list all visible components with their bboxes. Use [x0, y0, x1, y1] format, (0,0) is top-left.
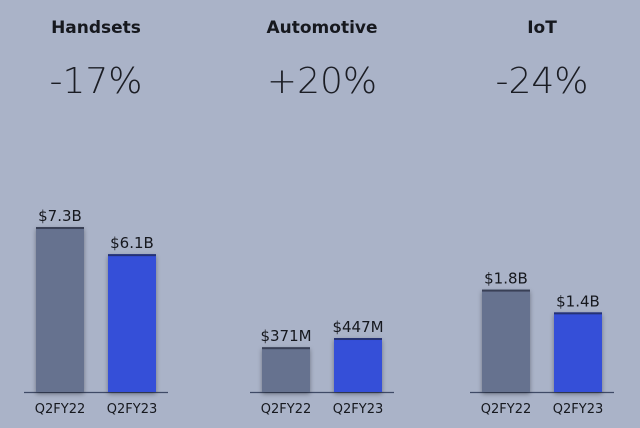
segment-title-handsets: Handsets	[51, 18, 141, 38]
bar-top-edge-iot-q2fy22	[482, 289, 530, 292]
bar-automotive-q2fy23	[334, 338, 382, 392]
bar-iot-q2fy23	[554, 312, 602, 392]
bar-top-edge-handsets-q2fy22	[36, 227, 84, 230]
value-label-iot-q2fy23: $1.4B	[556, 292, 600, 310]
category-label-automotive-q2fy23: Q2FY23	[333, 402, 383, 417]
value-label-handsets-q2fy23: $6.1B	[110, 234, 154, 252]
category-label-handsets-q2fy22: Q2FY22	[35, 402, 85, 417]
bar-handsets-q2fy23	[108, 254, 156, 392]
bar-top-edge-handsets-q2fy23	[108, 254, 156, 257]
bar-iot-q2fy22	[482, 289, 530, 392]
bar-handsets-q2fy22	[36, 227, 84, 392]
segment-change-automotive: +20%	[267, 61, 377, 102]
segment-change-handsets: -17%	[49, 61, 142, 102]
segment-title-automotive: Automotive	[266, 18, 377, 38]
category-label-iot-q2fy22: Q2FY22	[481, 402, 531, 417]
value-label-automotive-q2fy22: $371M	[260, 327, 311, 345]
category-label-automotive-q2fy22: Q2FY22	[261, 402, 311, 417]
category-label-iot-q2fy23: Q2FY23	[553, 402, 603, 417]
value-label-automotive-q2fy23: $447M	[332, 318, 383, 336]
bar-top-edge-automotive-q2fy22	[262, 347, 310, 350]
value-label-handsets-q2fy22: $7.3B	[38, 207, 82, 225]
segment-change-iot: -24%	[495, 61, 588, 102]
segment-title-iot: IoT	[527, 18, 557, 38]
bar-automotive-q2fy22	[262, 347, 310, 392]
category-label-handsets-q2fy23: Q2FY23	[107, 402, 157, 417]
value-label-iot-q2fy22: $1.8B	[484, 270, 528, 288]
bar-top-edge-automotive-q2fy23	[334, 338, 382, 341]
bar-top-edge-iot-q2fy23	[554, 312, 602, 315]
